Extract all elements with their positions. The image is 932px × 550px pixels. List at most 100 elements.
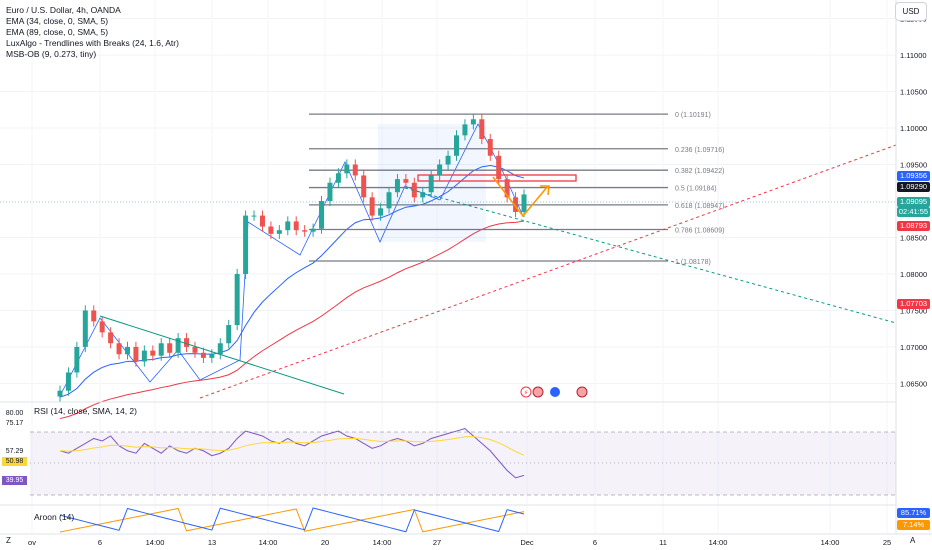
fib-level-label: 0.618 (1.08947) xyxy=(675,203,724,210)
price-tag-ema34b: 1.09290 xyxy=(897,182,930,192)
candle-body xyxy=(487,138,493,156)
us-flag-icon[interactable] xyxy=(532,386,544,398)
price-tag-current: 1.09095 xyxy=(897,197,930,207)
time-axis-label: 14:00 xyxy=(259,538,278,547)
event-icons[interactable]: ⚡ xyxy=(520,386,588,398)
rsi-ma-tag: 50.98 xyxy=(2,457,27,466)
rsi-title[interactable]: RSI (14, close, SMA, 14, 2) xyxy=(34,406,137,416)
candle-body xyxy=(437,164,443,176)
aroon-down-tag: 7.14% xyxy=(897,520,930,530)
candle-body xyxy=(268,226,274,234)
candle-body xyxy=(192,346,198,353)
ema-89-legend[interactable]: EMA (89, close, 0, SMA, 5) xyxy=(6,27,109,37)
candle-body xyxy=(234,273,240,326)
luxalgo-legend[interactable]: LuxAlgo - Trendlines with Breaks (24, 1.… xyxy=(6,38,179,48)
resistance-dashed-line xyxy=(404,187,897,324)
candle-body xyxy=(352,164,358,176)
candle-body xyxy=(133,346,139,362)
fib-level-label: 1 (1.08178) xyxy=(675,259,711,266)
candle-body xyxy=(167,343,173,353)
candle-body xyxy=(386,192,392,209)
eu-flag-icon[interactable] xyxy=(550,387,560,397)
fib-level-label: 0.5 (1.09184) xyxy=(675,186,717,193)
candle-body xyxy=(310,228,316,232)
candle-body xyxy=(411,182,417,198)
price-tag-trend: 1.07703 xyxy=(897,299,930,309)
flash-icon-glyph: ⚡ xyxy=(524,389,529,397)
candle-body xyxy=(175,338,181,353)
candle-body xyxy=(394,179,400,193)
price-axis-label: 1.11000 xyxy=(900,51,927,60)
candle-body xyxy=(217,343,223,355)
candle-body xyxy=(361,175,367,198)
price-axis-label: 1.08500 xyxy=(900,233,927,242)
candle-body xyxy=(65,372,71,391)
candle-body xyxy=(99,321,105,333)
time-axis-label: 20 xyxy=(321,538,329,547)
candle-body xyxy=(496,155,502,180)
time-axis-label: ov xyxy=(28,538,36,547)
candle-body xyxy=(184,338,190,347)
candle-body xyxy=(209,354,215,358)
price-axis-label: 1.10500 xyxy=(900,88,927,97)
fib-level-label: 0.786 (1.08609) xyxy=(675,228,724,235)
time-axis-label: 25 xyxy=(883,538,891,547)
price-axis-label: 1.09500 xyxy=(900,161,927,170)
candle-body xyxy=(150,350,156,356)
time-axis-label: 14:00 xyxy=(373,538,392,547)
chart-grid xyxy=(0,18,896,384)
rsi-line xyxy=(59,428,525,479)
ema-34-legend[interactable]: EMA (34, close, 0, SMA, 5) xyxy=(6,16,109,26)
time-axis-label: 6 xyxy=(98,538,102,547)
candle-body xyxy=(251,215,257,217)
candle-body xyxy=(403,179,409,183)
candle-body xyxy=(479,119,485,139)
candle-body xyxy=(428,175,434,193)
symbol-title[interactable]: Euro / U.S. Dollar, 4h, OANDA xyxy=(6,5,121,15)
candle-body xyxy=(158,343,164,356)
ema-89-line xyxy=(59,220,525,420)
candle-body xyxy=(293,221,299,231)
aroon-title[interactable]: Aroon (14) xyxy=(34,512,75,522)
time-axis-label: 27 xyxy=(433,538,441,547)
us-flag-icon-2[interactable] xyxy=(576,386,588,398)
candle-body xyxy=(116,343,122,355)
rsi-left-top: 80.00 xyxy=(5,410,24,417)
currency-button[interactable]: USD xyxy=(895,2,927,21)
time-axis[interactable]: ov 6 14:00 13 14:00 20 14:00 27 Dec 6 11 14:00 14:00… xyxy=(28,538,891,547)
candle-body xyxy=(344,164,350,174)
zoom-corner[interactable]: Z xyxy=(6,536,11,545)
time-axis-label: 14:00 xyxy=(821,538,840,547)
chart-legend: Euro / U.S. Dollar, 4h, OANDA EMA (34, c… xyxy=(6,5,179,60)
candle-body xyxy=(57,390,63,397)
candle-body xyxy=(378,208,384,216)
candle-body xyxy=(82,310,88,347)
rsi-left-upper: 75.17 xyxy=(5,420,24,427)
candle-body xyxy=(124,346,130,355)
candle-body xyxy=(513,197,519,212)
fibonacci-retracement: 0 (1.10191) 0.236 (1.09716) 0.382 (1.09422… xyxy=(309,112,724,266)
candle-body xyxy=(454,135,460,156)
fib-level-label: 0.382 (1.09422) xyxy=(675,168,724,175)
price-axis-label: 1.10000 xyxy=(900,124,927,133)
candle-body xyxy=(243,215,249,274)
rsi-value-tag: 39.95 xyxy=(2,476,27,485)
projection-arrow xyxy=(492,176,549,218)
candle-body xyxy=(420,192,426,198)
aroon-up-tag: 85.71% xyxy=(897,508,930,518)
candle-body xyxy=(259,215,265,227)
candle-body xyxy=(200,352,206,358)
msb-ob-legend[interactable]: MSB-OB (9, 0.273, tiny) xyxy=(6,49,97,59)
price-axis-label: 1.06500 xyxy=(900,379,927,388)
rsi-left-mid: 57.29 xyxy=(5,448,24,455)
candle-body xyxy=(285,221,291,231)
candle-body xyxy=(327,182,333,201)
auto-scale-button[interactable]: A xyxy=(910,536,916,545)
candle-body xyxy=(470,119,476,125)
downtrend-line xyxy=(99,315,345,395)
candle-body xyxy=(276,230,282,234)
price-tag-ema34: 1.09356 xyxy=(897,171,930,181)
candle-body xyxy=(141,350,147,362)
flash-event-icon[interactable] xyxy=(520,386,532,398)
